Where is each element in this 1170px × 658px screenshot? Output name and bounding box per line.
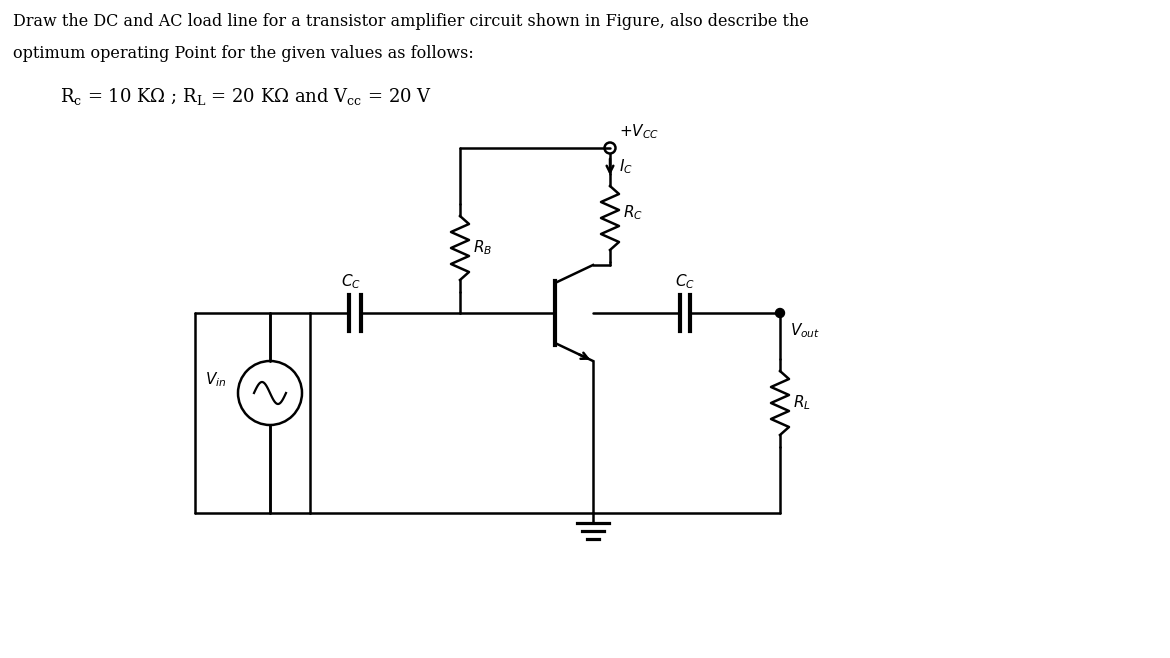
Text: $R_C$: $R_C$ xyxy=(622,203,644,222)
Text: $C_C$: $C_C$ xyxy=(675,272,695,291)
Text: $+V_{CC}$: $+V_{CC}$ xyxy=(619,122,659,141)
Text: R$_\mathregular{c}$ = 10 KΩ ; R$_\mathregular{L}$ = 20 KΩ and V$_\mathregular{cc: R$_\mathregular{c}$ = 10 KΩ ; R$_\mathre… xyxy=(60,86,432,107)
Text: $R_L$: $R_L$ xyxy=(793,393,811,413)
Text: optimum operating Point for the given values as follows:: optimum operating Point for the given va… xyxy=(13,45,474,62)
Text: $V_{in}$: $V_{in}$ xyxy=(205,370,226,389)
Text: Draw the DC and AC load line for a transistor amplifier circuit shown in Figure,: Draw the DC and AC load line for a trans… xyxy=(13,13,808,30)
Text: $V_{out}$: $V_{out}$ xyxy=(790,321,820,340)
Text: $R_B$: $R_B$ xyxy=(473,239,493,257)
Text: $C_C$: $C_C$ xyxy=(340,272,362,291)
Circle shape xyxy=(776,309,785,318)
Text: $I_C$: $I_C$ xyxy=(619,158,633,176)
